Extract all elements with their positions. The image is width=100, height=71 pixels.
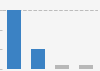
Bar bbox=[8, 10, 21, 69]
Bar bbox=[31, 49, 45, 69]
Bar bbox=[79, 65, 92, 69]
Bar bbox=[55, 65, 69, 69]
